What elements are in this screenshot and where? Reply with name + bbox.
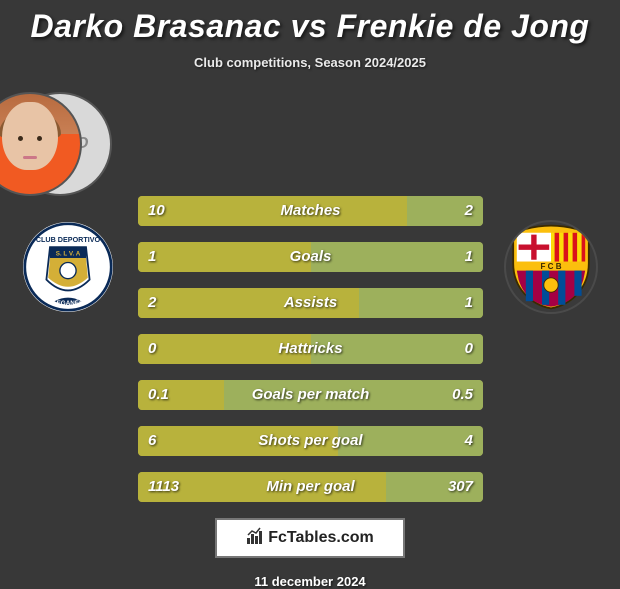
page-title: Darko Brasanac vs Frenkie de Jong bbox=[0, 0, 620, 45]
chart-icon bbox=[246, 527, 264, 550]
footer-brand-box[interactable]: FcTables.com bbox=[215, 518, 405, 558]
footer-brand-text: FcTables.com bbox=[268, 529, 374, 547]
stat-label: Goals bbox=[138, 242, 483, 272]
svg-text:S. L V. A: S. L V. A bbox=[56, 250, 81, 257]
stat-row: 00Hattricks bbox=[138, 334, 483, 364]
avatar-eye-right bbox=[37, 136, 42, 141]
stat-row: 102Matches bbox=[138, 196, 483, 226]
club-right-crest: F C B bbox=[504, 220, 598, 314]
stat-row: 11Goals bbox=[138, 242, 483, 272]
title-player2: Frenkie de Jong bbox=[337, 8, 590, 44]
stat-label: Min per goal bbox=[138, 472, 483, 502]
stat-row: 64Shots per goal bbox=[138, 426, 483, 456]
title-player1: Darko Brasanac bbox=[31, 8, 282, 44]
content-area: NOPHOTOYET CLUB DEPORTIVO S. L V. A LEGA… bbox=[0, 92, 620, 502]
title-vs: vs bbox=[291, 8, 328, 44]
stat-label: Shots per goal bbox=[138, 426, 483, 456]
stats-bars: 102Matches 11Goals 21Assists 00Hattricks 0.1… bbox=[138, 196, 483, 502]
avatar-mouth bbox=[23, 156, 37, 159]
svg-text:CLUB DEPORTIVO: CLUB DEPORTIVO bbox=[36, 235, 101, 244]
stat-row: 0.10.5Goals per match bbox=[138, 380, 483, 410]
stat-label: Assists bbox=[138, 288, 483, 318]
barcelona-crest-icon: F C B bbox=[506, 220, 596, 314]
stat-label: Matches bbox=[138, 196, 483, 226]
stat-row: 1113307Min per goal bbox=[138, 472, 483, 502]
stat-label: Hattricks bbox=[138, 334, 483, 364]
date-text: 11 december 2024 bbox=[0, 574, 620, 589]
stat-label: Goals per match bbox=[138, 380, 483, 410]
svg-text:LEGANÉS: LEGANÉS bbox=[53, 298, 83, 307]
svg-text:F C B: F C B bbox=[540, 262, 561, 271]
club-left-crest: CLUB DEPORTIVO S. L V. A LEGANÉS bbox=[23, 222, 113, 312]
leganes-crest-icon: CLUB DEPORTIVO S. L V. A LEGANÉS bbox=[23, 222, 113, 312]
subtitle: Club competitions, Season 2024/2025 bbox=[0, 55, 620, 70]
avatar-head bbox=[2, 102, 58, 170]
avatar-eye-left bbox=[18, 136, 23, 141]
stat-row: 21Assists bbox=[138, 288, 483, 318]
